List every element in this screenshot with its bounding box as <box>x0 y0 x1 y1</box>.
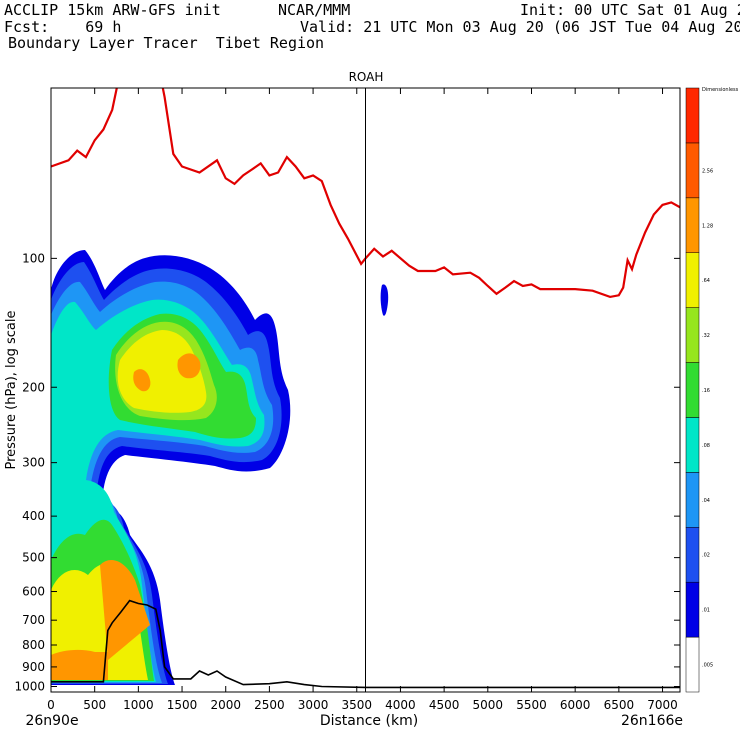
y-tick-label: 800 <box>22 638 45 652</box>
forecast-hour: Fcst: 69 h <box>4 18 122 36</box>
series-layer <box>51 88 680 692</box>
y-axis-label: Pressure (hPa), log scale <box>4 311 19 470</box>
y-tick-label: 600 <box>22 585 45 599</box>
x-tick-label: 2000 <box>210 698 241 712</box>
colorbar-label: 2.56 <box>702 168 713 174</box>
plot-frame <box>50 87 681 693</box>
colorbar-label: .005 <box>702 663 713 669</box>
colorbar-swatch <box>685 142 700 199</box>
init-time: Init: 00 UTC Sat 01 Aug 20 <box>520 1 740 19</box>
colorbar-label: .32 <box>702 333 710 339</box>
colorbar-swatch <box>685 362 700 418</box>
y-tick-label: 300 <box>22 456 45 470</box>
colorbar-label: .04 <box>702 498 710 504</box>
colorbar-label: .16 <box>702 388 710 394</box>
tracer-contour-1.28-a <box>177 353 201 379</box>
x-tick-label: 6500 <box>604 698 635 712</box>
field-name: Boundary Layer Tracer Tibet Region <box>8 34 325 52</box>
colorbar-swatch <box>685 197 700 253</box>
colorbar-swatch <box>685 307 700 363</box>
tracer-contour-1.28-d <box>100 560 150 660</box>
y-tick-label: 1000 <box>14 680 45 694</box>
colorbar: .005 .01 .02 .04 .08 .16 .32 .64 1.28 2.56 Dimensi… <box>685 87 739 693</box>
colorbar-label: .08 <box>702 443 710 449</box>
tracer-contour-0.64 <box>117 330 207 413</box>
colorbar-label: .01 <box>702 608 710 614</box>
series-line-1 <box>51 599 680 689</box>
x-end-label: 26n166e <box>621 713 683 729</box>
tracer-blip <box>380 284 389 316</box>
x-tick-label: 0 <box>47 698 55 712</box>
series-line-0 <box>51 88 680 299</box>
model-name: ACCLIP 15km ARW-GFS init <box>4 1 221 19</box>
x-tick-label: 500 <box>83 698 106 712</box>
x-tick-label: 4500 <box>429 698 460 712</box>
y-tick-label: 200 <box>22 380 45 394</box>
colorbar-swatch <box>685 636 700 693</box>
colorbar-swatch <box>685 87 700 144</box>
x-tick-label: 3500 <box>341 698 372 712</box>
x-tick-label: 2500 <box>254 698 285 712</box>
tracer-contour-1.28-b <box>133 369 151 392</box>
center-name: NCAR/MMM <box>278 1 351 19</box>
colorbar-title: Dimensionless <box>702 87 739 93</box>
colorbar-swatch <box>685 252 700 308</box>
x-axis-label: Distance (km) <box>320 713 418 729</box>
y-tick-label: 900 <box>22 660 45 674</box>
axis-layer: 0 500 1000 1500 2000 2500 3000 3500 4000 4500 5000… <box>14 88 680 712</box>
colorbar-label: 1.28 <box>702 223 713 229</box>
colorbar-swatch <box>685 581 700 638</box>
y-tick-label: 100 <box>22 251 45 265</box>
chart-title: ROAH <box>349 70 384 84</box>
x-tick-label: 1500 <box>167 698 198 712</box>
valid-time: Valid: 21 UTC Mon 03 Aug 20 (06 JST Tue … <box>300 18 740 36</box>
x-tick-label: 4000 <box>385 698 416 712</box>
x-tick-label: 6000 <box>560 698 591 712</box>
x-tick-label: 3000 <box>298 698 329 712</box>
colorbar-label: .64 <box>702 278 710 284</box>
colorbar-swatch <box>685 527 700 583</box>
colorbar-swatch <box>685 417 700 473</box>
tracer-contours <box>51 250 389 685</box>
tracer-contour-1.28-c <box>51 649 108 680</box>
x-tick-label: 5000 <box>473 698 504 712</box>
x-tick-label: 1000 <box>123 698 154 712</box>
y-tick-label: 700 <box>22 613 45 627</box>
colorbar-label: .02 <box>702 553 710 559</box>
x-tick-label: 7000 <box>647 698 678 712</box>
y-tick-label: 500 <box>22 551 45 565</box>
y-tick-label: 400 <box>22 509 45 523</box>
x-tick-label: 5500 <box>516 698 547 712</box>
colorbar-swatch <box>685 472 700 528</box>
x-start-label: 26n90e <box>25 713 78 729</box>
